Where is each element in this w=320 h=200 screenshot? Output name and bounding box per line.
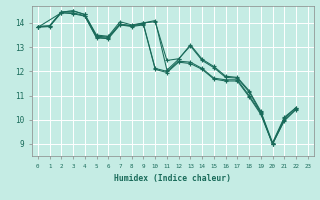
X-axis label: Humidex (Indice chaleur): Humidex (Indice chaleur) [114,174,231,183]
